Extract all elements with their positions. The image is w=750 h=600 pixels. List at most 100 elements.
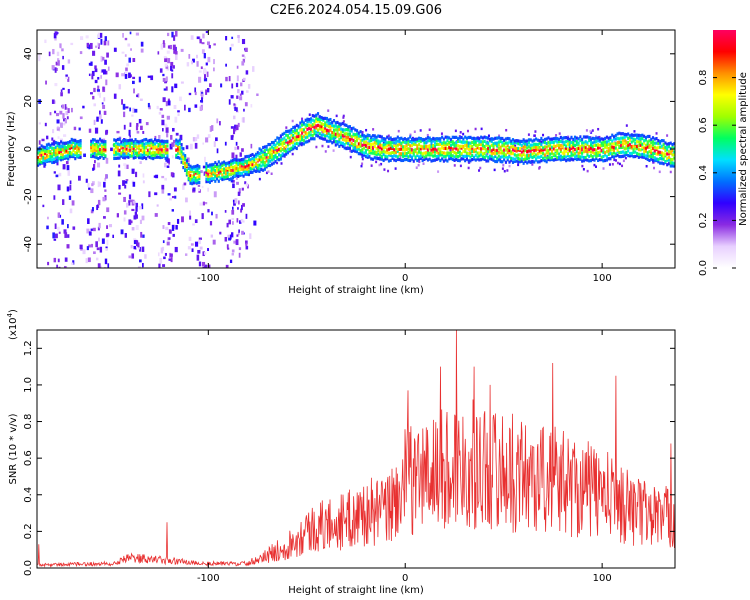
spectrogram-ridge-cell xyxy=(662,152,665,156)
spectrogram-noise-cell xyxy=(108,224,113,228)
spectrogram-noise-cell xyxy=(378,163,381,167)
spectrogram-ridge-cell xyxy=(350,141,353,146)
spectrogram-ridge-cell xyxy=(375,135,378,139)
spectrogram-ridge-cell xyxy=(393,158,396,162)
spectrogram-noise-cell xyxy=(78,127,81,131)
spectrogram-ridge-cell xyxy=(660,157,663,161)
spectrogram-noise-cell xyxy=(116,130,120,134)
spectrogram-ridge-cell xyxy=(72,148,75,152)
spectrogram-ridge-cell xyxy=(145,156,148,161)
spectrogram-ridge-cell xyxy=(343,146,346,150)
spectrogram-noise-cell xyxy=(105,130,108,135)
spectrogram-ridge-cell xyxy=(409,140,412,144)
spectrogram-ridge-cell xyxy=(379,134,382,138)
spectrogram-ridge-cell xyxy=(327,139,330,143)
spectrogram-ridge-cell xyxy=(210,171,213,175)
spectrogram-ridge-cell xyxy=(267,150,270,155)
spectrogram-noise-cell xyxy=(171,155,174,159)
spectrogram-noise-cell xyxy=(89,42,93,49)
spectrogram-ridge-cell xyxy=(650,144,653,148)
spectrogram-ridge-cell xyxy=(451,147,454,151)
spectrogram-ridge-cell xyxy=(522,152,525,157)
spectrogram-ridge-cell xyxy=(501,140,504,145)
spectrogram-ridge-cell xyxy=(313,137,316,141)
spectrogram-ridge-cell xyxy=(212,163,215,167)
spectrogram-ridge-cell xyxy=(341,128,344,132)
spectrogram-noise-cell xyxy=(165,76,168,82)
spectrogram-ridge-cell xyxy=(138,151,141,155)
spectrogram-ridge-cell xyxy=(442,146,445,150)
spectrogram-ridge-cell xyxy=(618,154,621,159)
spectrogram-ridge-cell xyxy=(611,145,614,149)
spectrogram-ridge-cell xyxy=(604,151,607,155)
spectrogram-ridge-cell xyxy=(336,134,339,138)
spectrogram-ridge-cell xyxy=(79,144,82,148)
spectrogram-ridge-cell xyxy=(219,171,222,175)
spectrogram-ridge-cell xyxy=(263,148,266,153)
spectrogram-ridge-cell xyxy=(162,139,165,144)
spectrogram-ridge-cell xyxy=(499,136,502,141)
spectrogram-noise-cell xyxy=(139,246,141,252)
spectrogram-noise-cell xyxy=(128,200,131,206)
spectrogram-ridge-cell xyxy=(669,150,672,154)
spectrogram-noise-cell xyxy=(653,166,656,170)
spectrogram-ridge-cell xyxy=(159,147,162,151)
spectrogram-noise-cell xyxy=(228,76,231,82)
spectrogram-ridge-cell xyxy=(581,137,584,141)
spectrogram-ridge-cell xyxy=(591,150,594,154)
spectrogram-ridge-cell xyxy=(414,137,417,141)
spectrogram-noise-cell xyxy=(180,81,184,84)
spectrogram-ridge-cell xyxy=(480,135,483,139)
spectrogram-noise-cell xyxy=(171,73,174,79)
spectrogram-ridge-cell xyxy=(595,154,598,158)
spectrogram-noise-cell xyxy=(120,229,124,235)
spectrogram-noise-cell xyxy=(88,44,91,50)
spectrogram-ridge-cell xyxy=(130,141,134,145)
spectrogram-ridge-cell xyxy=(267,161,270,165)
spectrogram-noise-cell xyxy=(123,196,126,202)
spectrogram-ridge-cell xyxy=(230,172,233,176)
spectrogram-ridge-cell xyxy=(177,151,180,155)
spectrogram-ridge-cell xyxy=(114,138,118,143)
spectrogram-ridge-cell xyxy=(262,163,265,167)
spectrogram-noise-cell xyxy=(213,43,216,46)
spectrogram-ridge-cell xyxy=(425,154,428,158)
spectrogram-noise-cell xyxy=(202,142,205,145)
spectrogram-ridge-cell xyxy=(93,151,96,155)
spectrogram-ridge-cell xyxy=(519,139,522,143)
spectrogram-ridge-cell xyxy=(582,150,585,154)
spectrogram-noise-cell xyxy=(90,92,93,95)
spectrogram-ridge-cell xyxy=(657,146,660,150)
spectrogram-ridge-cell xyxy=(506,158,509,162)
spectrogram-ridge-cell xyxy=(224,163,227,168)
spectrogram-noise-cell xyxy=(140,231,143,238)
spectrogram-noise-cell xyxy=(215,213,218,219)
spectrogram-ridge-cell xyxy=(132,146,135,151)
spectrogram-noise-cell xyxy=(231,209,235,215)
spectrogram-ridge-cell xyxy=(527,141,531,145)
spectrogram-noise-cell xyxy=(53,33,57,39)
spectrogram-noise-cell xyxy=(173,187,177,192)
spectrogram-ridge-cell xyxy=(175,148,178,152)
spectrogram-ridge-cell xyxy=(134,155,137,160)
spectrogram-ridge-cell xyxy=(550,145,554,149)
spectrogram-ridge-cell xyxy=(435,137,438,141)
spectrogram-y-label: Frequency (Hz) xyxy=(6,111,17,187)
spectrogram-ridge-cell xyxy=(636,136,639,140)
spectrogram-ridge-cell xyxy=(318,115,321,119)
spectrogram-ridge-cell xyxy=(437,138,440,143)
spectrogram-ridge-cell xyxy=(669,158,672,162)
spectrogram-ridge-cell xyxy=(439,147,442,151)
spectrogram-ridge-cell xyxy=(616,153,619,157)
spectrogram-ridge-cell xyxy=(605,145,608,149)
spectrogram-noise-cell xyxy=(91,73,94,80)
spectrogram-ridge-cell xyxy=(153,151,157,155)
spectrogram-ridge-cell xyxy=(579,147,582,152)
spectrogram-ridge-cell xyxy=(368,142,371,146)
spectrogram-ridge-cell xyxy=(403,145,406,149)
spectrogram-ridge-cell xyxy=(582,145,585,149)
spectrogram-noise-cell xyxy=(285,126,288,129)
spectrogram-ridge-cell xyxy=(40,150,43,154)
spectrogram-ridge-cell xyxy=(198,165,201,169)
spectrogram-ridge-cell xyxy=(453,155,456,159)
